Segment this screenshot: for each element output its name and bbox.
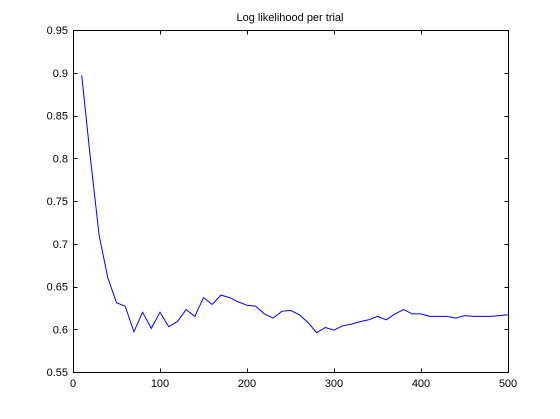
y-tick-label: 0.55 <box>47 367 68 379</box>
series-line <box>81 75 509 334</box>
y-tick-label: 0.9 <box>53 68 68 80</box>
y-tick-label: 0.65 <box>47 282 68 294</box>
x-tick-label: 200 <box>238 378 256 390</box>
axis-ticks: 0 100 200 300 400 500 0.55 0.6 0.65 0.7 0.75 0.8 0.8… <box>47 25 518 390</box>
x-tick-label: 100 <box>151 378 169 390</box>
y-tick-label: 0.75 <box>47 196 68 208</box>
x-tick-label: 0 <box>70 378 76 390</box>
plot-area <box>73 30 509 373</box>
x-tick-label: 400 <box>412 378 430 390</box>
y-tick-label: 0.8 <box>53 153 68 165</box>
y-tick-label: 0.85 <box>47 111 68 123</box>
y-tick-label: 0.95 <box>47 25 68 37</box>
y-tick-label: 0.6 <box>53 324 68 336</box>
y-tick-label: 0.7 <box>53 239 68 251</box>
series-lines <box>81 75 509 334</box>
chart-title: Log likelihood per trial <box>236 12 343 24</box>
x-tick-label: 300 <box>325 378 343 390</box>
x-tick-label: 500 <box>499 378 517 390</box>
